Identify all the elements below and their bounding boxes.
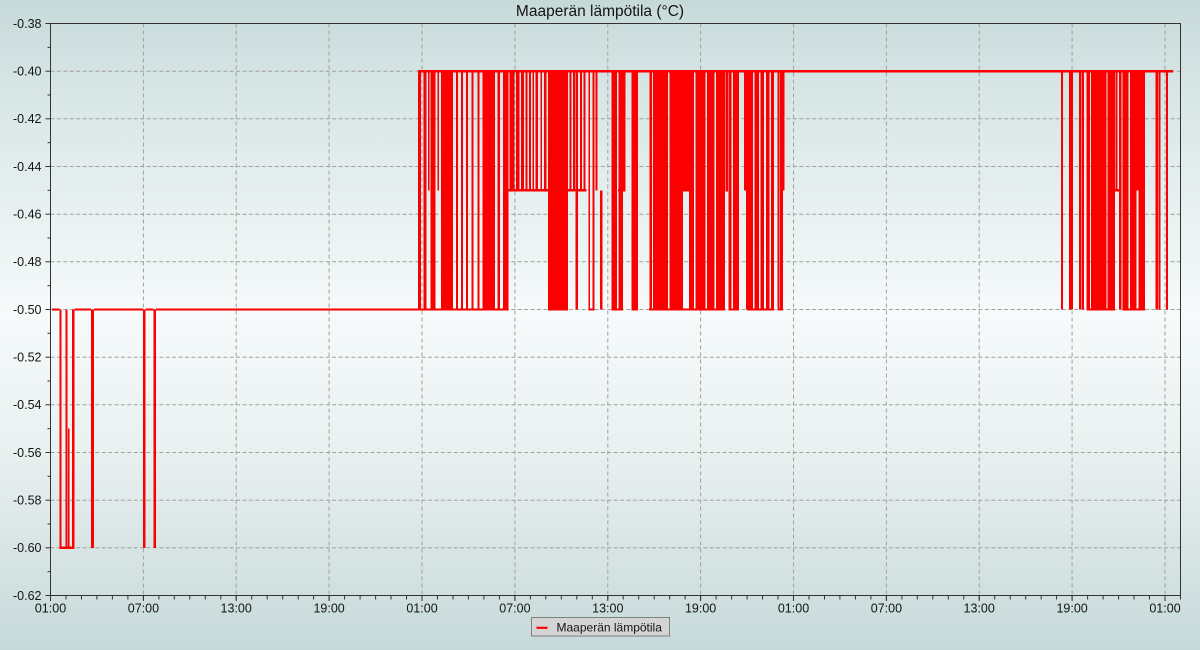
svg-text:-0.60: -0.60: [13, 541, 42, 555]
svg-text:19:00: 19:00: [685, 602, 716, 616]
svg-text:Maaperän lämpötila (°C): Maaperän lämpötila (°C): [516, 3, 684, 20]
svg-text:07:00: 07:00: [499, 602, 530, 616]
svg-text:19:00: 19:00: [1056, 602, 1087, 616]
svg-text:-0.56: -0.56: [13, 446, 42, 460]
svg-text:-0.54: -0.54: [13, 398, 42, 412]
svg-text:01:00: 01:00: [35, 602, 66, 616]
svg-text:01:00: 01:00: [406, 602, 437, 616]
svg-text:-0.52: -0.52: [13, 351, 42, 365]
svg-text:-0.38: -0.38: [13, 17, 42, 31]
svg-text:-0.58: -0.58: [13, 494, 42, 508]
svg-text:-0.48: -0.48: [13, 255, 42, 269]
svg-text:-0.50: -0.50: [13, 303, 42, 317]
svg-text:01:00: 01:00: [778, 602, 809, 616]
svg-text:07:00: 07:00: [128, 602, 159, 616]
svg-text:Maaperän lämpötila: Maaperän lämpötila: [557, 621, 663, 635]
svg-text:13:00: 13:00: [592, 602, 623, 616]
svg-text:-0.44: -0.44: [13, 160, 42, 174]
svg-text:-0.46: -0.46: [13, 208, 42, 222]
svg-text:01:00: 01:00: [1149, 602, 1180, 616]
svg-text:-0.42: -0.42: [13, 112, 42, 126]
svg-text:13:00: 13:00: [221, 602, 252, 616]
svg-text:19:00: 19:00: [313, 602, 344, 616]
svg-text:-0.62: -0.62: [13, 589, 42, 603]
svg-text:13:00: 13:00: [964, 602, 995, 616]
svg-text:07:00: 07:00: [871, 602, 902, 616]
svg-text:-0.40: -0.40: [13, 65, 42, 79]
